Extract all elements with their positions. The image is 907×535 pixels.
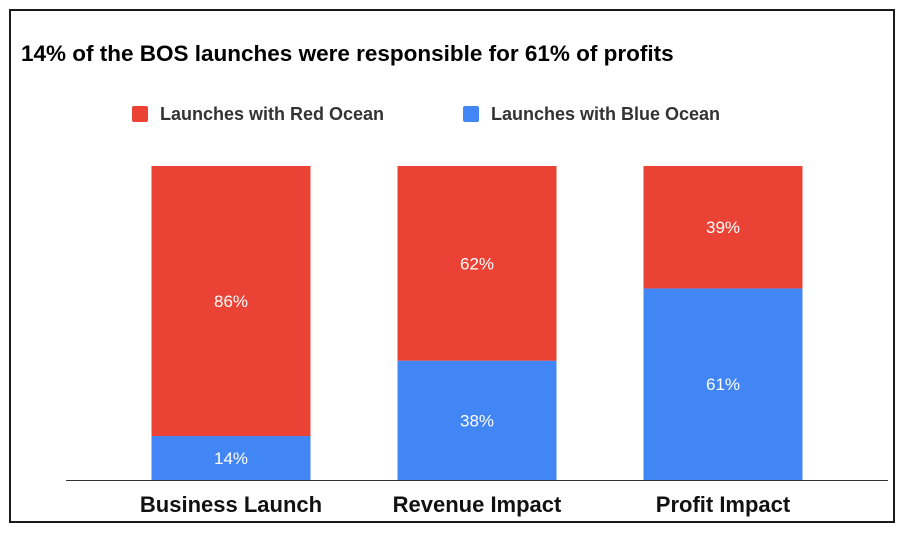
bar-revenue-impact-launches-with-blue-ocean bbox=[397, 360, 557, 480]
data-label-profit-impact-launches-with-blue-ocean: 61% bbox=[706, 375, 740, 394]
data-label-business-launch-launches-with-blue-ocean: 14% bbox=[214, 449, 248, 468]
chart-title: 14% of the BOS launches were responsible… bbox=[21, 41, 674, 66]
bar-business-launch-launches-with-red-ocean bbox=[151, 166, 311, 437]
data-label-business-launch-launches-with-red-ocean: 86% bbox=[214, 292, 248, 311]
bar-profit-impact-launches-with-blue-ocean bbox=[643, 288, 803, 480]
legend-swatch-red-ocean bbox=[132, 106, 148, 122]
x-tick-label-profit-impact: Profit Impact bbox=[656, 492, 791, 517]
legend-label-blue-ocean: Launches with Blue Ocean bbox=[491, 103, 721, 124]
legend: Launches with Red Ocean Launches with Bl… bbox=[0, 102, 907, 126]
legend-label-red-ocean: Launches with Red Ocean bbox=[160, 103, 385, 124]
legend-item-red-ocean: Launches with Red Ocean bbox=[132, 102, 384, 126]
bar-revenue-impact-launches-with-red-ocean bbox=[397, 166, 557, 361]
bar-business-launch-launches-with-blue-ocean bbox=[151, 436, 311, 480]
data-label-revenue-impact-launches-with-red-ocean: 62% bbox=[460, 254, 494, 273]
data-label-revenue-impact-launches-with-blue-ocean: 38% bbox=[460, 411, 494, 430]
legend-item-blue-ocean: Launches with Blue Ocean bbox=[463, 102, 720, 126]
x-tick-label-revenue-impact: Revenue Impact bbox=[393, 492, 562, 517]
x-tick-label-business-launch: Business Launch bbox=[140, 492, 322, 517]
data-label-profit-impact-launches-with-red-ocean: 39% bbox=[706, 218, 740, 237]
bar-profit-impact-launches-with-red-ocean bbox=[643, 166, 803, 289]
legend-swatch-blue-ocean bbox=[463, 106, 479, 122]
